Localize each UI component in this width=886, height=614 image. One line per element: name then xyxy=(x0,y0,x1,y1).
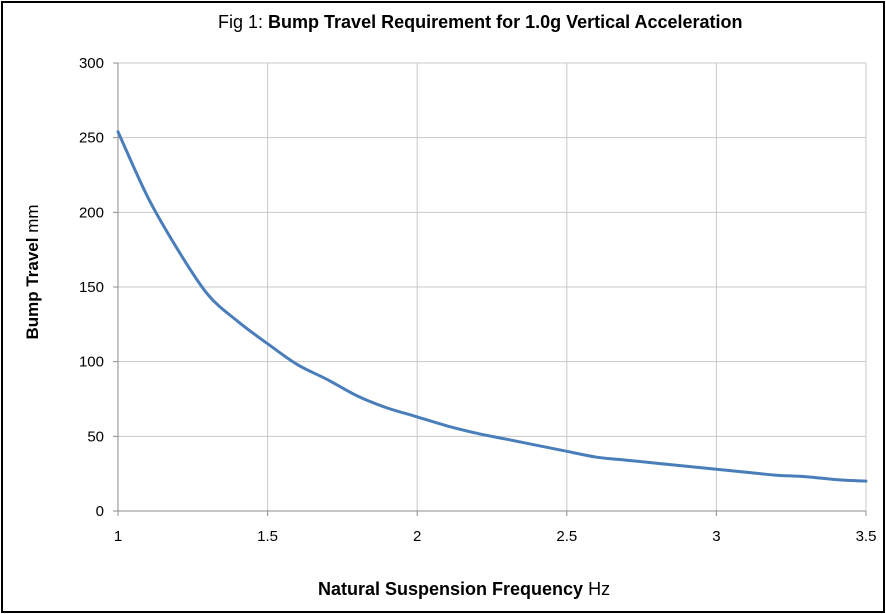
y-tick-label: 250 xyxy=(79,130,104,147)
x-tick-labels: 1 1.5 2 2.5 3 3.5 xyxy=(114,528,877,545)
x-axis-label-main: Natural Suspension Frequency xyxy=(318,579,584,599)
y-axis-label: Bump Travel mm xyxy=(23,204,43,339)
x-axis-label: Natural Suspension Frequency Hz xyxy=(318,579,610,600)
y-tick-label: 300 xyxy=(79,55,104,72)
y-tick-label: 200 xyxy=(79,204,104,221)
chart-title: Fig 1: Bump Travel Requirement for 1.0g … xyxy=(218,12,743,33)
y-tick-labels: 0 50 100 150 200 250 300 xyxy=(79,55,104,520)
series-lines xyxy=(116,130,868,483)
series-line xyxy=(116,130,868,483)
y-tick-label: 100 xyxy=(79,354,104,371)
y-axis-label-main: Bump Travel xyxy=(23,237,42,340)
y-axis-label-unit: mm xyxy=(23,204,42,233)
y-tick-label: 0 xyxy=(96,503,104,520)
x-tick-label: 3.5 xyxy=(856,528,877,545)
title-prefix: Fig 1: xyxy=(218,12,264,32)
x-tick-label: 2 xyxy=(413,528,421,545)
title-text: Bump Travel Requirement for 1.0g Vertica… xyxy=(268,12,743,32)
x-tick-label: 3 xyxy=(712,528,720,545)
x-axis-label-unit: Hz xyxy=(588,579,611,599)
x-tick-label: 2.5 xyxy=(556,528,577,545)
y-tick-label: 50 xyxy=(87,428,104,445)
x-tick-label: 1 xyxy=(114,528,122,545)
gridlines xyxy=(113,62,867,516)
x-tick-label: 1.5 xyxy=(257,528,278,545)
y-tick-label: 150 xyxy=(79,279,104,296)
